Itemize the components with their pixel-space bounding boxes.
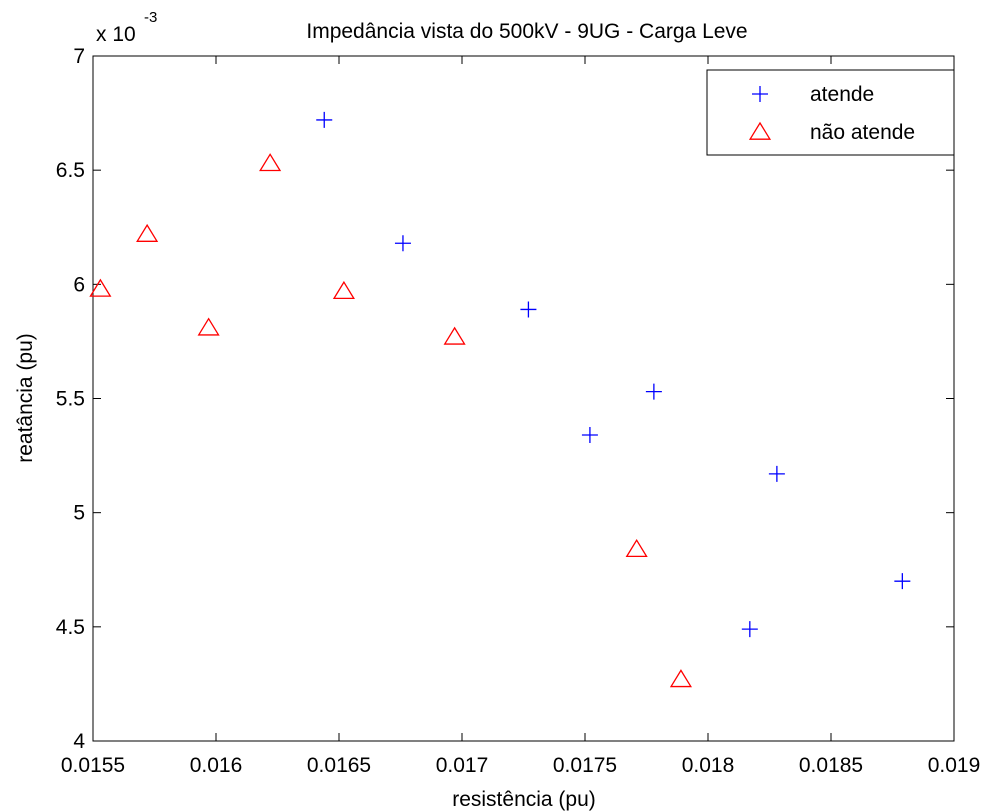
legend: atende não atende [706,69,955,156]
data-point-atende [581,427,598,444]
data-point-atende [741,621,758,638]
data-point-nao-atende [443,326,466,345]
data-point-atende [645,383,662,400]
y-exponent-power: -3 [144,9,157,26]
data-point-nao-atende [197,317,220,336]
legend-box [706,69,955,156]
x-axis-label: resistência (pu) [452,788,596,811]
y-axis-ticks: 4 4.5 5 5.5 6 6.5 7 [56,45,954,753]
chart-title: Impedância vista do 500kV - 9UG - Carga … [306,20,747,43]
x-tick-label: 0.016 [190,754,243,777]
x-tick-label: 0.017 [436,754,489,777]
y-tick-label: 6.5 [56,159,85,182]
data-point-nao-atende [625,538,648,558]
x-tick-label: 0.019 [928,754,981,777]
data-point-atende [316,111,333,128]
x-axis-ticks: 0.0155 0.016 0.0165 0.017 0.0175 0.018 0.0185 0… [61,56,980,777]
plus-icon [752,86,768,102]
triangle-icon [748,121,772,140]
y-tick-label: 4 [73,730,85,753]
data-point-atende [768,465,785,482]
x-tick-label: 0.0185 [799,754,863,777]
x-tick-label: 0.0175 [553,754,617,777]
legend-label-nao-atende: não atende [810,121,915,144]
x-tick-label: 0.0165 [307,754,371,777]
y-tick-label: 7 [73,45,85,68]
x-tick-label: 0.0155 [61,754,125,777]
legend-marker-nao-atende [748,121,772,140]
x-tick-label: 0.018 [682,754,735,777]
y-exponent-label: x 10 [96,23,136,46]
data-point-atende [894,573,911,590]
y-tick-label: 6 [73,273,85,296]
data-point-nao-atende [669,669,692,688]
plot-area [92,55,955,742]
data-point-atende [520,301,537,318]
legend-marker-atende [752,86,768,102]
legend-label-atende: atende [810,83,874,106]
data-point-nao-atende [332,280,355,300]
y-tick-label: 5 [73,502,85,525]
y-axis-label: reatância (pu) [14,333,37,463]
data-markers [89,111,911,688]
y-tick-label: 5.5 [56,388,85,411]
data-point-atende [394,235,411,252]
data-point-nao-atende [136,223,159,242]
y-tick-label: 4.5 [56,616,85,639]
data-point-nao-atende [259,153,282,172]
data-point-nao-atende [89,278,112,297]
